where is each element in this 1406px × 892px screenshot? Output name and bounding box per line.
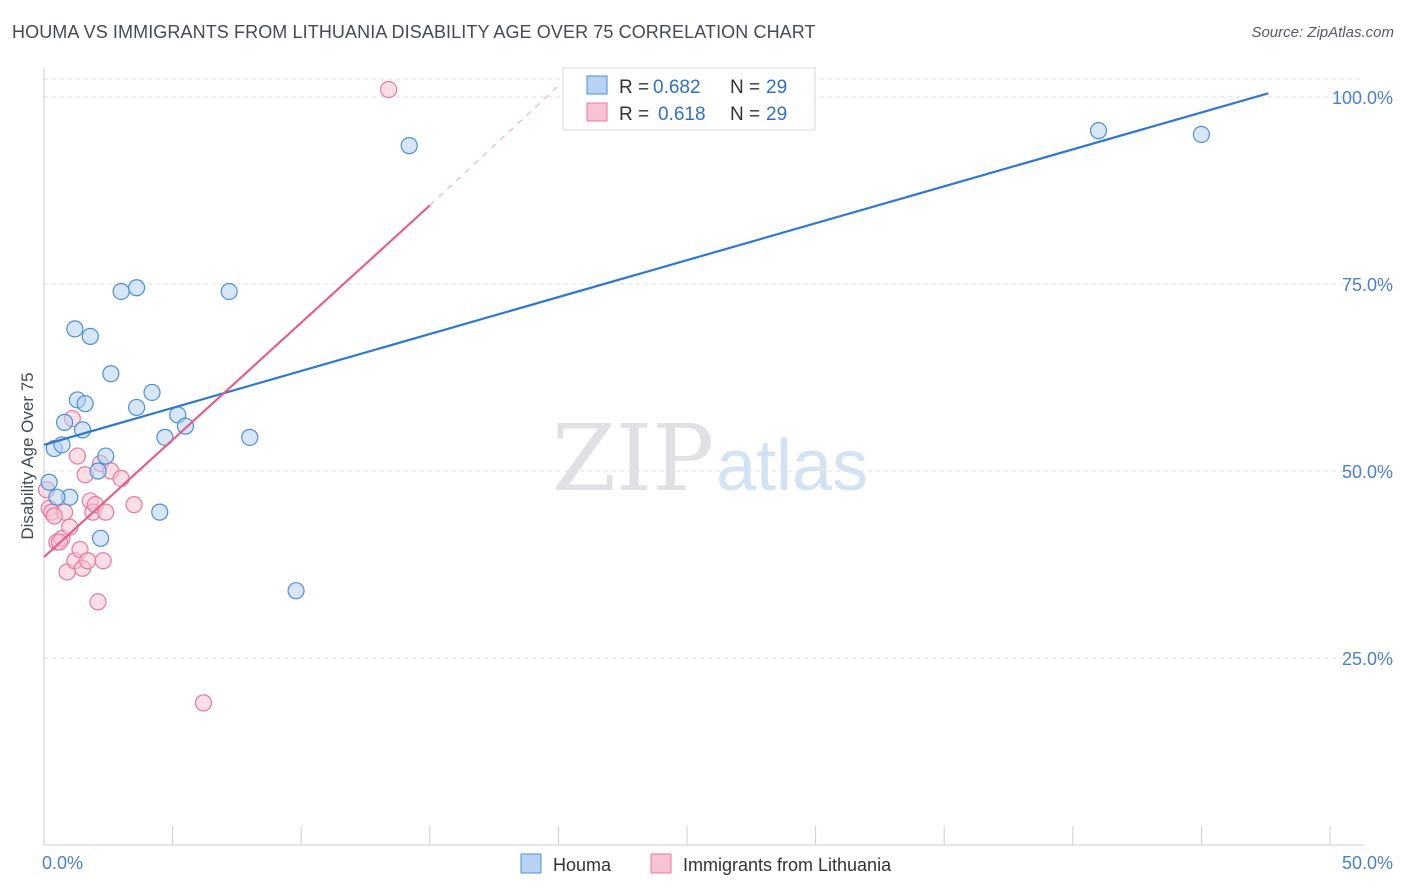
x-ticks — [43, 826, 1331, 845]
legend-label-lithuania: Immigrants from Lithuania — [683, 855, 892, 875]
watermark: ZIP atlas — [552, 405, 868, 512]
watermark-zip: ZIP — [552, 405, 714, 512]
houma-point — [1192, 125, 1211, 143]
y-tick-label: 50.0% — [1342, 462, 1393, 482]
y-axis-label: Disability Age Over 75 — [18, 372, 37, 539]
y-tick-label: 100.0% — [1332, 88, 1393, 108]
stats-r-label-houma: R = — [619, 77, 649, 98]
lithuania-trend-line — [43, 204, 431, 558]
stats-n-value-lithuania: 29 — [766, 104, 787, 125]
series-houma-points — [40, 122, 1211, 600]
houma-point — [176, 417, 195, 435]
houma-point — [55, 413, 74, 431]
houma-point — [220, 282, 238, 301]
houma-point — [48, 488, 66, 506]
stats-legend: R = 0.682 N = 29 R = 0.618 N = 29 — [562, 67, 816, 131]
y-tick-label: 25.0% — [1342, 649, 1393, 669]
lithuania-point — [194, 694, 213, 712]
lithuania-point — [89, 593, 107, 611]
series-immigrants-from-lithuania-points — [37, 80, 398, 712]
stats-n-value-houma: 29 — [766, 77, 787, 98]
houma-point — [143, 383, 161, 402]
lithuania-point — [45, 507, 63, 525]
stats-legend-swatch-houma — [586, 75, 608, 95]
houma-point — [102, 365, 120, 383]
stats-legend-swatch-lithuania — [586, 102, 608, 122]
stats-n-label-houma: N = — [730, 77, 760, 98]
houma-point — [91, 529, 110, 547]
source-label: Source: ZipAtlas.com — [1251, 24, 1394, 41]
lithuania-point — [380, 80, 398, 99]
houma-point — [97, 447, 115, 465]
stats-r-value-lithuania: 0.618 — [658, 104, 706, 125]
x-tick-label-min: 0.0% — [42, 853, 83, 873]
x-tick-labels: 0.0% 50.0% — [42, 853, 1393, 873]
houma-point — [127, 398, 146, 417]
houma-point — [40, 473, 58, 491]
houma-point — [151, 503, 169, 521]
houma-point — [66, 320, 84, 338]
stats-r-value-houma: 0.682 — [653, 77, 701, 98]
y-tick-label: 75.0% — [1342, 275, 1393, 295]
lithuania-point — [68, 447, 87, 465]
stats-n-label-lithuania: N = — [730, 104, 760, 125]
axes — [43, 68, 1364, 846]
watermark-atlas: atlas — [716, 426, 868, 506]
houma-trend-line — [43, 92, 1269, 446]
houma-point — [156, 428, 174, 446]
lithuania-point — [112, 469, 130, 488]
lithuania-trend-extension — [429, 85, 559, 206]
houma-point — [287, 582, 305, 600]
houma-point — [1089, 122, 1108, 140]
legend-label-houma: Houma — [553, 855, 612, 875]
lithuania-point — [125, 496, 143, 514]
houma-point — [241, 428, 259, 446]
y-tick-labels: 25.0% 50.0% 75.0% 100.0% — [1332, 88, 1393, 669]
legend-swatch-lithuania — [650, 853, 672, 874]
lithuania-point — [79, 552, 97, 570]
houma-point — [400, 137, 418, 155]
houma-point — [81, 327, 99, 345]
x-tick-label-max: 50.0% — [1342, 853, 1393, 873]
lithuania-point — [94, 552, 112, 570]
houma-point — [89, 462, 107, 480]
houma-point — [76, 395, 94, 413]
lithuania-point — [97, 503, 115, 521]
trend-lines — [43, 85, 1269, 558]
houma-point — [112, 282, 130, 301]
chart-title: HOUMA VS IMMIGRANTS FROM LITHUANIA DISAB… — [12, 22, 816, 42]
stats-r-label-lithuania: R = — [619, 104, 649, 125]
bottom-legend: Houma Immigrants from Lithuania — [520, 853, 892, 875]
grid-lines — [44, 78, 1364, 659]
legend-swatch-houma — [520, 853, 542, 874]
houma-point — [127, 279, 146, 297]
